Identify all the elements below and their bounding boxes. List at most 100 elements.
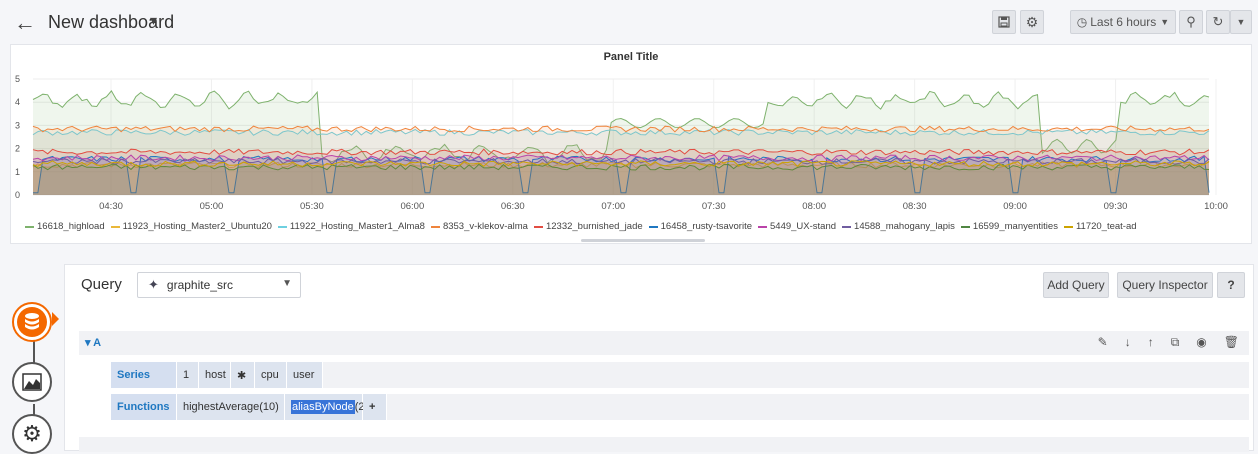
legend-item[interactable]: 12332_burnished_jade (533, 221, 643, 232)
legend-swatch (648, 225, 658, 228)
dashboard-title[interactable]: New dashboard (48, 12, 175, 32)
queries-step[interactable] (12, 302, 52, 342)
series-segment[interactable]: host (199, 362, 231, 388)
datasource-select[interactable]: ✦ graphite_src ▼ (137, 272, 301, 298)
series-line[interactable] (32, 161, 1210, 169)
series-line[interactable] (32, 125, 1210, 133)
back-arrow-icon[interactable]: ← (14, 10, 36, 35)
add-function-button[interactable]: + (363, 394, 387, 420)
add-query-button[interactable]: Add Query (1043, 272, 1109, 298)
series-key: Series (111, 362, 177, 388)
y-tick-label: 1 (15, 167, 20, 177)
legend-swatch (533, 225, 543, 228)
chevron-down-icon: ▼ (1236, 17, 1246, 27)
graph-chart[interactable]: 5 4 3 2 1 0 04:30 05:00 05:30 06:00 06:30 07:00 07:3… (11, 69, 1251, 239)
top-bar: ← New dashboard ▾ ⚙ ◷ Last 6 hours ▼ ⚲ ↻… (0, 0, 1258, 44)
graphite-icon: ✦ (148, 277, 159, 292)
save-button[interactable] (992, 10, 1016, 34)
series-area (33, 162, 1209, 195)
visualization-step[interactable] (12, 362, 52, 402)
series-area (33, 164, 1209, 195)
series-area (33, 126, 1209, 195)
series-line[interactable] (32, 160, 1210, 168)
series-line[interactable] (32, 157, 1210, 165)
help-button[interactable]: ? (1217, 272, 1245, 298)
series-segment[interactable]: cpu (255, 362, 287, 388)
legend-item[interactable]: 8353_v-klekov-alma (430, 221, 528, 232)
series-area (33, 160, 1209, 195)
graph-panel: Panel Title 5 4 3 2 1 0 04:30 05:00 05:30 06:00 06… (10, 44, 1252, 244)
refresh-interval-button[interactable]: ▼ (1230, 10, 1252, 34)
series-line[interactable] (33, 155, 1210, 194)
legend-swatch (277, 225, 287, 228)
arrow-down-icon[interactable]: ↓ (1124, 335, 1131, 349)
legend-item[interactable]: 14588_mahogany_lapis (842, 221, 955, 232)
title-caret-icon[interactable]: ▾ (150, 12, 158, 28)
series-line[interactable] (32, 148, 1210, 156)
legend-label: 8353_v-klekov-alma (442, 221, 528, 232)
legend-item[interactable]: 16618_highload (25, 221, 105, 232)
cog-icon: ⚙ (22, 421, 42, 446)
legend-label: 16599_manyentities (972, 221, 1058, 232)
time-picker-button[interactable]: ◷ Last 6 hours ▼ (1070, 10, 1176, 34)
series-segment[interactable]: ✱ (231, 362, 255, 388)
legend-swatch (758, 225, 767, 228)
legend-item[interactable]: 5449_UX-stand (758, 221, 836, 232)
arrow-up-icon[interactable]: ↑ (1147, 335, 1154, 349)
query-row-actions: ✎ ↓ ↑ ⧉ ◉ 🗑 (1098, 335, 1239, 350)
x-tick-label: 08:30 (903, 201, 927, 212)
legend-item[interactable]: 16599_manyentities (960, 221, 1058, 232)
series-line[interactable] (32, 90, 1210, 164)
x-tick-label: 05:30 (300, 201, 324, 212)
series-line[interactable] (32, 163, 1210, 171)
legend-label: 16618_highload (37, 221, 105, 232)
query-editor: Query ✦ graphite_src ▼ Add Query Query I… (64, 264, 1254, 452)
step-connector (33, 340, 35, 364)
legend-item[interactable]: 11923_Hosting_Master2_Ubuntu20 (110, 221, 272, 232)
editor-footer (79, 437, 1249, 452)
y-tick-label: 0 (15, 190, 20, 200)
x-tick-label: 07:30 (702, 201, 726, 212)
function-name-selected: aliasByNode (291, 400, 355, 414)
general-settings-step[interactable]: ⚙ (12, 414, 52, 454)
legend-swatch (110, 225, 120, 228)
legend-scrollbar[interactable] (581, 239, 705, 242)
y-tick-label: 2 (15, 144, 20, 154)
query-inspector-button[interactable]: Query Inspector (1117, 272, 1213, 298)
y-tick-label: 4 (15, 97, 20, 107)
function-highest-average[interactable]: highestAverage(10) (177, 394, 285, 420)
legend-swatch (25, 225, 34, 228)
eye-icon[interactable]: ◉ (1196, 335, 1207, 349)
zoom-out-button[interactable]: ⚲ (1179, 10, 1203, 34)
query-row-header[interactable]: ▾ A ✎ ↓ ↑ ⧉ ◉ 🗑 (79, 331, 1249, 355)
pencil-icon[interactable]: ✎ (1097, 335, 1108, 349)
x-tick-label: 04:30 (99, 201, 123, 212)
settings-button[interactable]: ⚙ (1020, 10, 1044, 34)
panel-title[interactable]: Panel Title (603, 51, 659, 63)
x-tick-label: 08:00 (802, 201, 826, 212)
save-icon (998, 16, 1010, 28)
x-tick-label: 06:30 (501, 201, 525, 212)
refresh-icon: ↻ (1212, 14, 1224, 29)
trash-icon[interactable]: 🗑 (1223, 335, 1239, 349)
query-row-toggle[interactable]: ▾ A (85, 337, 102, 349)
database-icon (17, 307, 47, 337)
series-segment[interactable]: user (287, 362, 323, 388)
chevron-down-icon: ▼ (282, 278, 292, 289)
legend-swatch (960, 225, 970, 228)
legend-item[interactable]: 11720_teat-ad (1063, 221, 1137, 232)
legend-item[interactable]: 11922_Hosting_Master1_Alma8 (277, 221, 425, 232)
duplicate-icon[interactable]: ⧉ (1170, 335, 1180, 349)
series-area (33, 129, 1209, 195)
legend-label: 11922_Hosting_Master1_Alma8 (289, 221, 425, 232)
x-tick-label: 09:30 (1104, 201, 1128, 212)
legend: 16618_highload 11923_Hosting_Master2_Ubun… (25, 221, 1137, 232)
series-line[interactable] (32, 128, 1210, 136)
functions-key: Functions (111, 394, 177, 420)
x-tick-label: 06:00 (400, 201, 424, 212)
refresh-button[interactable]: ↻ (1206, 10, 1230, 34)
function-alias-by-node[interactable]: aliasByNode (2) (285, 394, 368, 420)
legend-item[interactable]: 16458_rusty-tsavorite (648, 221, 752, 232)
query-label: Query (81, 276, 122, 293)
series-segment[interactable]: 1 (177, 362, 199, 388)
